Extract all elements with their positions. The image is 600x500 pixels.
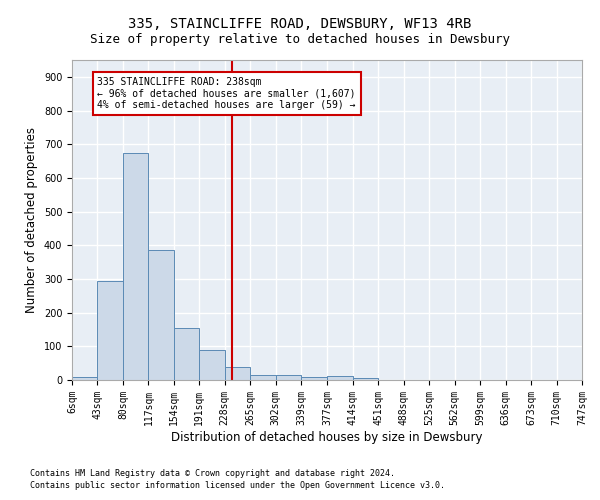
Text: 335 STAINCLIFFE ROAD: 238sqm
← 96% of detached houses are smaller (1,607)
4% of : 335 STAINCLIFFE ROAD: 238sqm ← 96% of de… [97, 77, 356, 110]
Text: Size of property relative to detached houses in Dewsbury: Size of property relative to detached ho… [90, 32, 510, 46]
Bar [225, 367, 250, 380]
Text: 335, STAINCLIFFE ROAD, DEWSBURY, WF13 4RB: 335, STAINCLIFFE ROAD, DEWSBURY, WF13 4R… [128, 18, 472, 32]
Bar [250, 375, 276, 380]
Bar [199, 350, 225, 380]
Bar [276, 375, 301, 380]
Bar [123, 152, 148, 380]
Text: Contains public sector information licensed under the Open Government Licence v3: Contains public sector information licen… [30, 481, 445, 490]
Y-axis label: Number of detached properties: Number of detached properties [25, 127, 38, 313]
Bar [97, 280, 123, 380]
Bar [328, 376, 353, 380]
Bar [301, 376, 328, 380]
X-axis label: Distribution of detached houses by size in Dewsbury: Distribution of detached houses by size … [171, 430, 483, 444]
Text: Contains HM Land Registry data © Crown copyright and database right 2024.: Contains HM Land Registry data © Crown c… [30, 468, 395, 477]
Bar [148, 250, 174, 380]
Bar [353, 378, 378, 380]
Bar [72, 376, 97, 380]
Bar [174, 328, 199, 380]
